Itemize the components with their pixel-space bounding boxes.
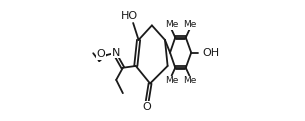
Text: Me: Me: [183, 76, 197, 85]
Text: O: O: [96, 49, 105, 59]
Text: N: N: [111, 48, 120, 58]
Text: HO: HO: [121, 11, 138, 21]
Text: Me: Me: [183, 20, 197, 29]
Text: Me: Me: [165, 20, 178, 29]
Text: Me: Me: [165, 76, 178, 85]
Text: O: O: [143, 102, 151, 112]
Text: OH: OH: [202, 48, 219, 58]
